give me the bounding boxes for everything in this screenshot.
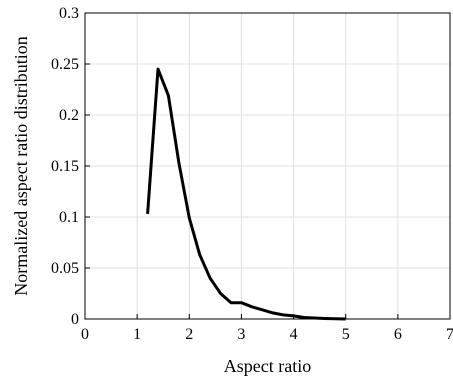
grid-layer [84, 12, 451, 320]
y-tick-label: 0.3 [59, 5, 79, 22]
y-tick-label: 0 [71, 311, 79, 328]
x-tick-label: 5 [342, 326, 350, 343]
x-tick-label: 7 [446, 326, 453, 343]
x-tick-label: 0 [81, 326, 89, 343]
series-line [146, 67, 346, 321]
y-tick-label: 0.25 [51, 56, 79, 73]
x-axis-label: Aspect ratio [224, 356, 311, 376]
x-tick-label: 3 [237, 326, 245, 343]
y-tick-label: 0.2 [59, 107, 79, 124]
x-tick-label: 4 [290, 326, 298, 343]
y-axis-label: Normalized aspect ratio distribution [11, 36, 31, 295]
line-layer [146, 67, 346, 321]
tick-layer: 0 1 2 3 4 5 6 7 0 0.05 0.1 0.15 0.2 0.25 0.3 [51, 5, 453, 343]
y-tick-label: 0.15 [51, 158, 79, 175]
y-tick-label: 0.1 [59, 209, 79, 226]
y-tick-label: 0.05 [51, 260, 79, 277]
x-tick-label: 6 [394, 326, 402, 343]
x-tick-label: 1 [133, 326, 141, 343]
x-tick-label: 2 [185, 326, 193, 343]
